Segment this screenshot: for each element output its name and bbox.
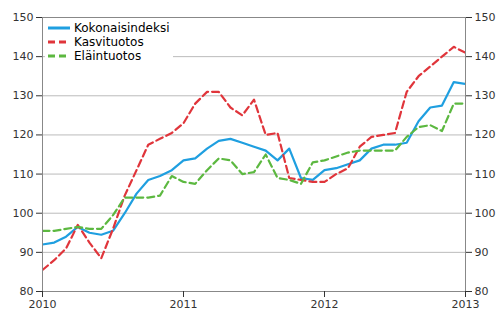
svg-text:2011: 2011 [170,298,198,311]
svg-text:100: 100 [475,207,496,220]
svg-text:140: 140 [475,50,496,63]
svg-text:90: 90 [20,246,34,259]
svg-text:100: 100 [13,207,34,220]
svg-text:130: 130 [13,89,34,102]
svg-text:120: 120 [13,128,34,141]
svg-text:140: 140 [13,50,34,63]
html-text:Kasvituotos: Kasvituotos [74,35,144,49]
svg-text:2012: 2012 [311,298,339,311]
svg-text:120: 120 [475,128,496,141]
svg-text:90: 90 [475,246,489,259]
svg-text:110: 110 [475,168,496,181]
html-text:Eläintuotos: Eläintuotos [74,49,142,63]
svg-text:150: 150 [13,11,34,24]
svg-text:80: 80 [20,285,34,298]
svg-text:2010: 2010 [29,298,57,311]
svg-text:2013: 2013 [452,298,480,311]
svg-text:130: 130 [475,89,496,102]
svg-text:110: 110 [13,168,34,181]
svg-text:150: 150 [475,11,496,24]
svg-text:80: 80 [475,285,489,298]
html-text:Kokonaisindeksi: Kokonaisindeksi [74,21,170,35]
